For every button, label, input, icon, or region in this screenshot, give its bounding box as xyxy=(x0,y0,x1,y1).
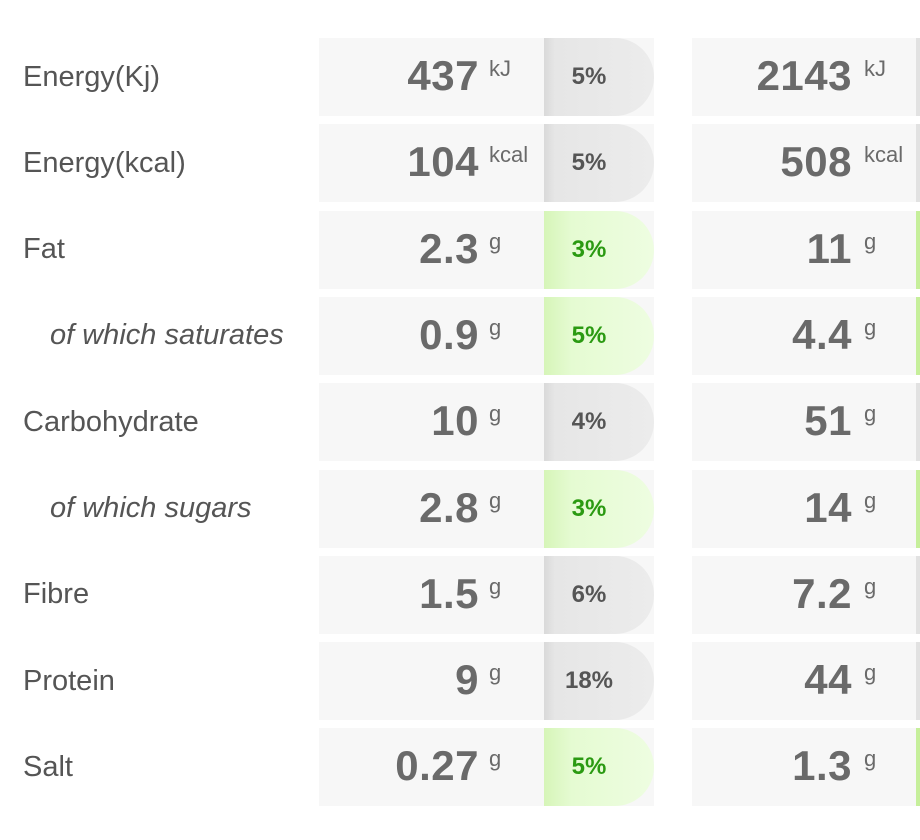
per-portion-cell: 9 g 18% xyxy=(319,642,654,721)
nutrition-row: Salt 0.27 g 5% 1.3 g xyxy=(0,728,920,807)
nutrition-row: of which saturates 0.9 g 5% 4.4 g xyxy=(0,296,920,375)
nutrition-row: of which sugars 2.8 g 3% 14 g xyxy=(0,469,920,548)
traffic-light-edge xyxy=(916,642,920,721)
per-100g-cell: 4.4 g xyxy=(692,296,920,375)
per-100g-unit: g xyxy=(864,746,877,772)
nutrient-label: Energy(Kj) xyxy=(23,60,160,93)
per-portion-value: 10 xyxy=(431,397,479,445)
reference-intake-badge: 5% xyxy=(544,296,654,375)
reference-intake-badge: 5% xyxy=(544,124,654,203)
per-portion-cell: 2.3 g 3% xyxy=(319,210,654,289)
per-portion-value: 1.5 xyxy=(419,569,479,617)
nutrition-row: Fibre 1.5 g 6% 7.2 g xyxy=(0,555,920,634)
per-portion-unit: g xyxy=(489,487,502,513)
nutrition-row: Energy(kcal) 104 kcal 5% 508 kcal xyxy=(0,124,920,203)
per-100g-cell: 14 g xyxy=(692,469,920,548)
per-portion-unit: g xyxy=(489,228,502,254)
per-portion-value: 0.9 xyxy=(419,310,479,358)
per-100g-value: 7.2 xyxy=(792,569,852,617)
per-portion-value: 9 xyxy=(455,656,479,704)
nutrition-row: Energy(Kj) 437 kJ 5% 2143 kJ xyxy=(0,38,920,116)
nutrient-label: Fat xyxy=(23,233,65,266)
nutrient-label: Protein xyxy=(23,664,115,697)
per-100g-cell: 44 g xyxy=(692,642,920,721)
per-100g-unit: g xyxy=(864,314,877,340)
reference-intake-badge: 3% xyxy=(544,469,654,548)
per-portion-unit: g xyxy=(489,314,502,340)
traffic-light-edge xyxy=(916,555,920,634)
per-portion-cell: 2.8 g 3% xyxy=(319,469,654,548)
per-portion-value: 104 xyxy=(407,138,479,186)
per-100g-unit: g xyxy=(864,573,877,599)
per-portion-unit: kcal xyxy=(489,142,529,168)
reference-intake-badge: 3% xyxy=(544,210,654,289)
traffic-light-edge xyxy=(916,210,920,289)
per-portion-unit: g xyxy=(489,746,502,772)
traffic-light-edge xyxy=(916,383,920,462)
per-portion-value: 2.8 xyxy=(419,483,479,531)
reference-intake-badge: 5% xyxy=(544,38,654,116)
traffic-light-edge xyxy=(916,469,920,548)
per-portion-unit: g xyxy=(489,573,502,599)
per-100g-value: 14 xyxy=(804,483,852,531)
per-100g-value: 508 xyxy=(780,138,852,186)
traffic-light-edge xyxy=(916,38,920,116)
per-100g-value: 4.4 xyxy=(792,310,852,358)
per-portion-cell: 104 kcal 5% xyxy=(319,124,654,203)
per-100g-cell: 7.2 g xyxy=(692,555,920,634)
per-100g-value: 1.3 xyxy=(792,742,852,790)
reference-intake-badge: 6% xyxy=(544,555,654,634)
per-100g-cell: 2143 kJ xyxy=(692,38,920,116)
per-100g-cell: 51 g xyxy=(692,383,920,462)
nutrient-label: Carbohydrate xyxy=(23,405,199,438)
per-100g-unit: g xyxy=(864,401,877,427)
per-100g-unit: kcal xyxy=(864,142,904,168)
nutrient-label: Salt xyxy=(23,750,73,783)
reference-intake-badge: 18% xyxy=(544,642,654,721)
per-portion-unit: g xyxy=(489,401,502,427)
per-100g-unit: g xyxy=(864,660,877,686)
per-100g-unit: g xyxy=(864,228,877,254)
per-100g-value: 44 xyxy=(804,656,852,704)
reference-intake-badge: 4% xyxy=(544,383,654,462)
per-100g-cell: 1.3 g xyxy=(692,728,920,807)
per-100g-value: 11 xyxy=(806,224,852,272)
traffic-light-edge xyxy=(916,728,920,807)
nutrient-label: Fibre xyxy=(23,578,90,611)
per-100g-unit: g xyxy=(864,487,877,513)
per-portion-cell: 10 g 4% xyxy=(319,383,654,462)
nutrient-label: Energy(kcal) xyxy=(23,146,186,179)
nutrition-row: Fat 2.3 g 3% 11 g xyxy=(0,210,920,289)
per-100g-value: 51 xyxy=(804,397,852,445)
reference-intake-badge: 5% xyxy=(544,728,654,807)
per-100g-cell: 508 kcal xyxy=(692,124,920,203)
per-portion-value: 0.27 xyxy=(395,742,479,790)
per-portion-unit: kJ xyxy=(489,56,511,81)
per-100g-cell: 11 g xyxy=(692,210,920,289)
per-100g-unit: kJ xyxy=(864,56,886,81)
traffic-light-edge xyxy=(916,296,920,375)
per-portion-cell: 0.27 g 5% xyxy=(319,728,654,807)
nutrition-row: Protein 9 g 18% 44 g xyxy=(0,642,920,721)
nutrient-label: of which saturates xyxy=(50,319,284,352)
per-portion-unit: g xyxy=(489,660,502,686)
per-100g-value: 2143 xyxy=(756,52,852,99)
per-portion-cell: 437 kJ 5% xyxy=(319,38,654,116)
per-portion-value: 437 xyxy=(407,52,479,99)
per-portion-value: 2.3 xyxy=(419,224,479,272)
traffic-light-edge xyxy=(916,124,920,203)
per-portion-cell: 0.9 g 5% xyxy=(319,296,654,375)
per-portion-cell: 1.5 g 6% xyxy=(319,555,654,634)
nutrient-label: of which sugars xyxy=(50,492,252,524)
nutrition-row: Carbohydrate 10 g 4% 51 g xyxy=(0,383,920,462)
